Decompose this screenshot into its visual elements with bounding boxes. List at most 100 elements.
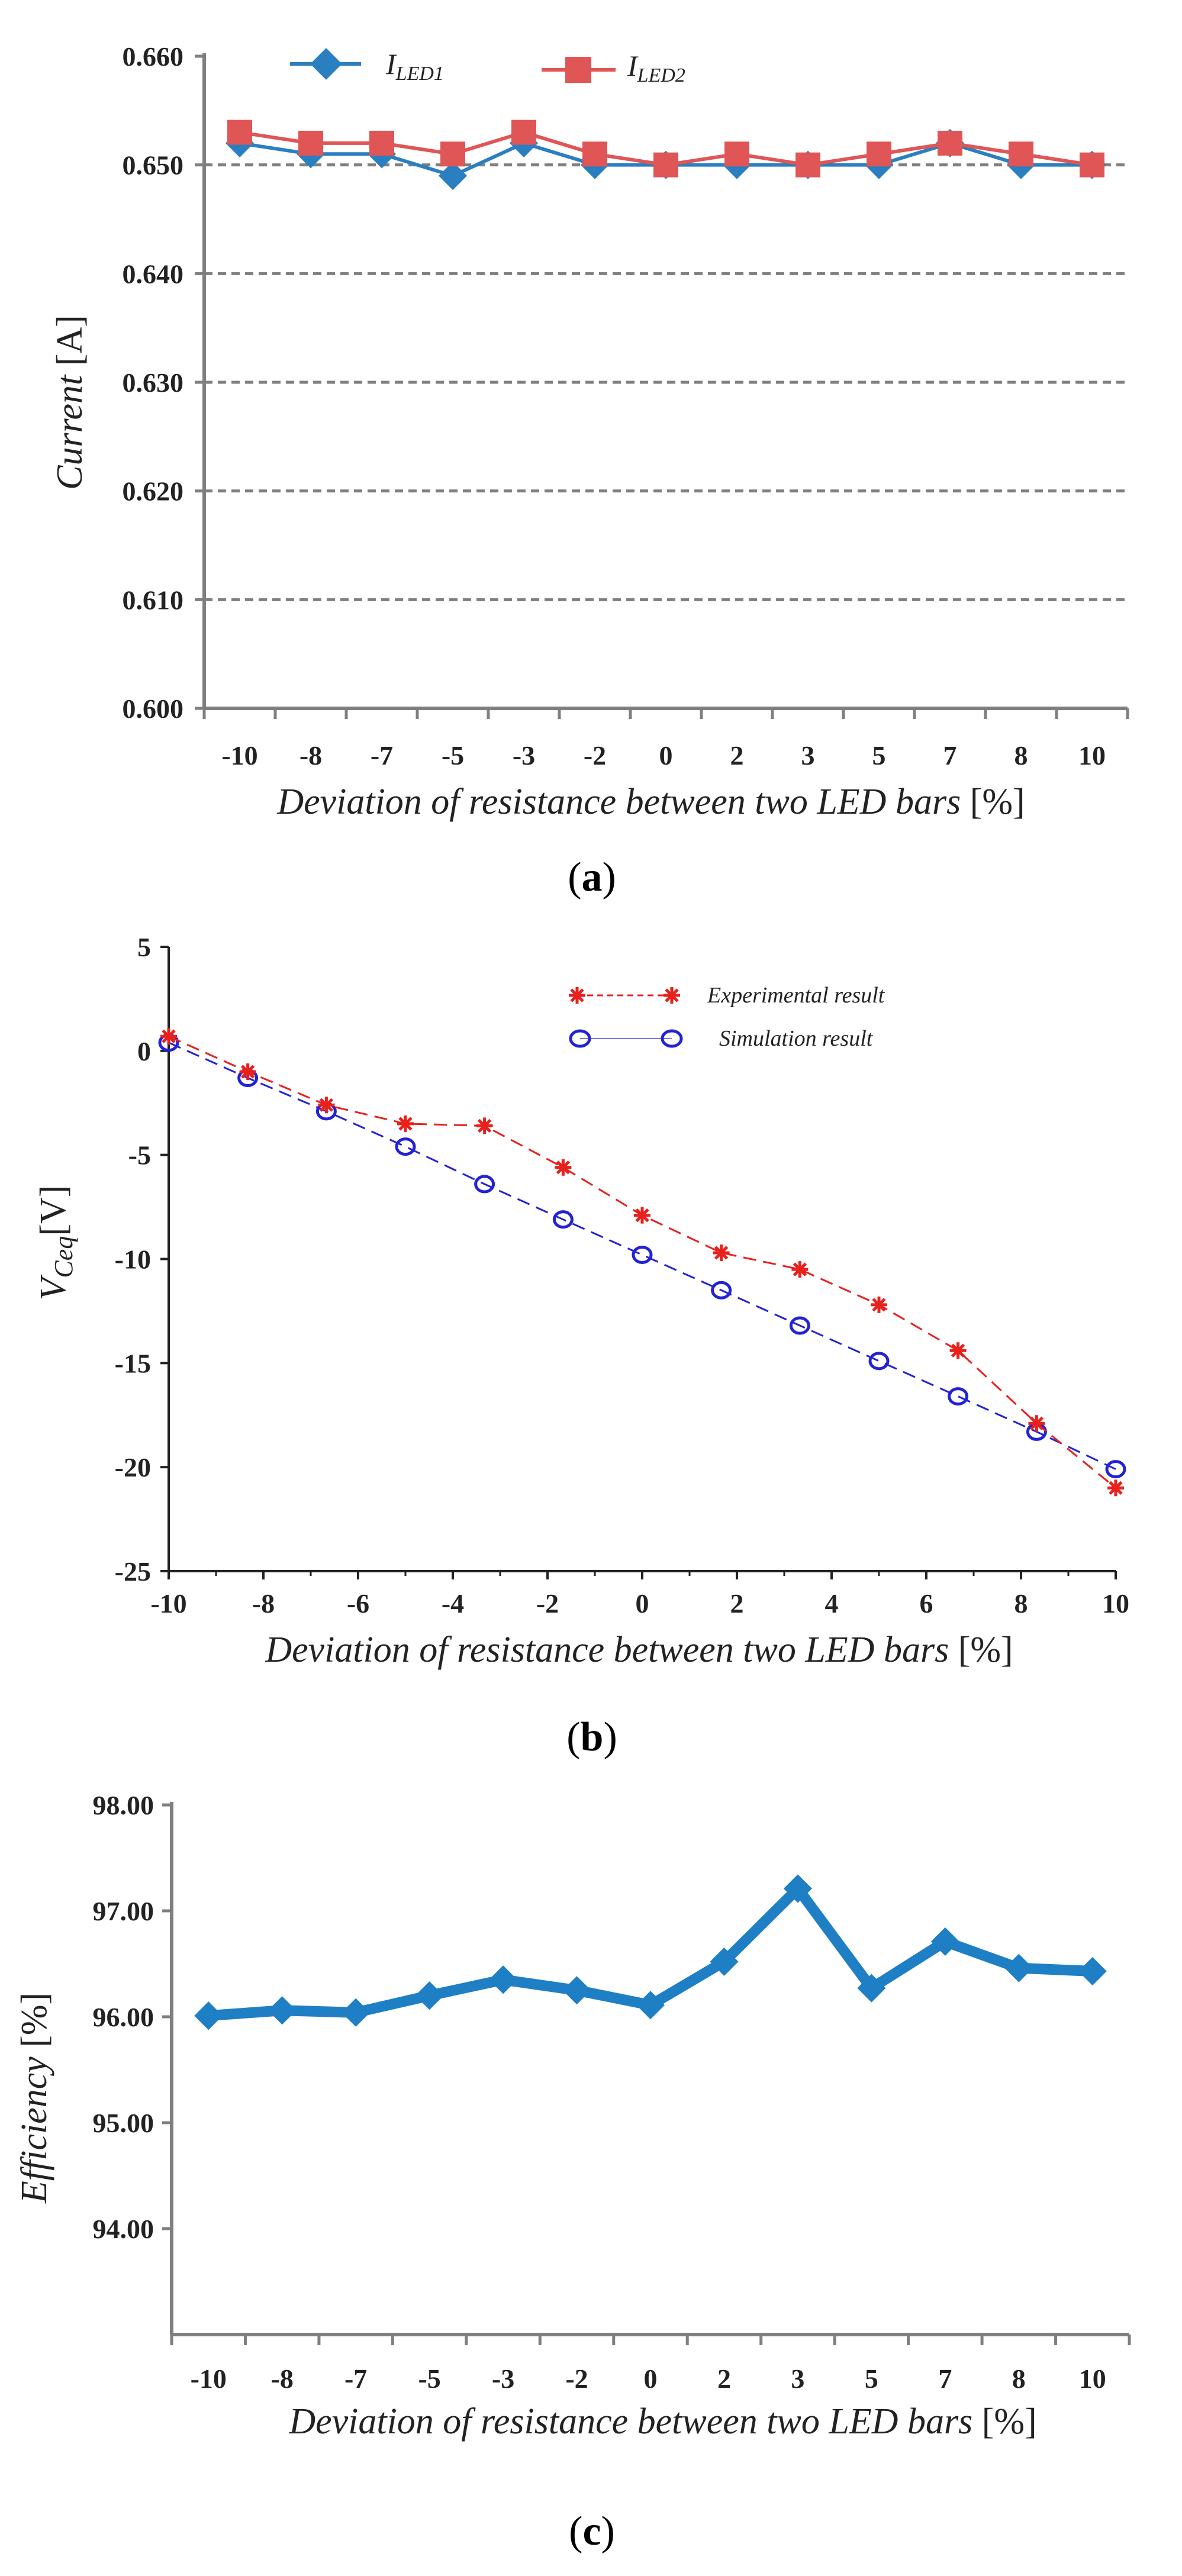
x-tick-label: 10 — [1078, 740, 1106, 770]
x-tick-label: -2 — [536, 1588, 559, 1619]
data-point-simulation — [395, 1137, 416, 1156]
y-tick-label: 0 — [137, 1036, 151, 1066]
x-tick-label: 0 — [644, 2364, 658, 2394]
x-tick-labels: -10 -8 -7 -5 -3 -2 0 2 3 5 7 8 10 — [221, 740, 1106, 770]
data-point-experimental — [634, 1207, 650, 1224]
x-tick-label: 7 — [938, 2364, 952, 2394]
x-tick-label: -5 — [442, 740, 464, 770]
chart-panel-c: 94.00 95.00 96.00 97.00 98.00 -10 -8 -7 -5 -3 -2 0… — [14, 1790, 1131, 2554]
legend-marker-simulation — [569, 1029, 591, 1048]
y-tick-labels: -25 -20 -15 -10 -5 0 5 — [115, 932, 151, 1587]
data-point-experimental-stroke — [398, 1117, 413, 1131]
x-tick-label: -2 — [584, 740, 606, 770]
x-axis-title: Deviation of resistance between two LED … — [288, 2401, 1036, 2442]
data-point-led2 — [938, 130, 962, 156]
data-point-efficiency — [1078, 1956, 1107, 1986]
y-tick-label: 0.610 — [123, 585, 184, 615]
y-axis-title: Current [A] — [50, 315, 90, 490]
caption-c: (c) — [569, 2509, 615, 2554]
data-point-simulation — [632, 1245, 653, 1264]
data-point-simulation — [789, 1316, 810, 1335]
data-point-experimental — [160, 1028, 177, 1045]
grid-lines — [204, 163, 1128, 601]
data-point-experimental-stroke — [714, 1246, 729, 1260]
data-point-led2 — [298, 130, 323, 156]
x-tick-label: 5 — [865, 2364, 878, 2394]
data-point-experimental-stroke — [1109, 1481, 1123, 1495]
y-tick-label: -15 — [115, 1348, 151, 1378]
x-tick-label: -7 — [344, 2364, 367, 2394]
legend-marker-stroke-stroke — [665, 988, 679, 1002]
data-point-led2 — [867, 141, 891, 167]
data-point-led2 — [582, 141, 607, 167]
series-line-simulation — [168, 1042, 1116, 1471]
x-tick-label: 10 — [1079, 2364, 1106, 2394]
data-point-led2 — [1009, 141, 1033, 167]
data-point-led2 — [795, 152, 820, 178]
caption-b: (b) — [566, 1714, 617, 1760]
x-tick-label: 7 — [943, 740, 957, 770]
x-tick-label: -6 — [347, 1588, 369, 1619]
data-point-experimental — [1107, 1479, 1124, 1497]
axes — [162, 1802, 1131, 2345]
x-tick-label: 0 — [636, 1588, 649, 1619]
y-axis-title: VCeq[V] — [33, 1185, 78, 1301]
data-point-simulation — [948, 1387, 969, 1406]
x-tick-label: -8 — [252, 1588, 275, 1619]
y-tick-label: 94.00 — [93, 2214, 154, 2244]
data-point-experimental — [239, 1063, 256, 1080]
y-axis-title: Efficiency [%] — [14, 1993, 54, 2204]
x-tick-label: 3 — [791, 2364, 804, 2394]
series-group — [225, 120, 1107, 191]
data-point-experimental — [555, 1159, 572, 1176]
data-point-efficiency — [489, 1965, 518, 1994]
data-point-efficiency — [636, 1991, 665, 2020]
axes — [195, 53, 1129, 719]
data-point-efficiency — [1004, 1953, 1033, 1982]
data-point-experimental — [476, 1117, 493, 1134]
data-point-experimental — [713, 1244, 730, 1261]
x-tick-label: -8 — [299, 740, 322, 770]
x-tick-label: -10 — [191, 2364, 227, 2394]
y-tick-label: -10 — [115, 1245, 151, 1275]
data-point-experimental-stroke — [872, 1298, 886, 1312]
legend-label-simulation: Simulation result — [719, 1026, 874, 1051]
legend-marker-stroke-stroke — [570, 988, 584, 1002]
data-point-simulation — [474, 1175, 495, 1194]
series-group — [158, 1028, 1126, 1497]
data-point-simulation — [1105, 1460, 1126, 1479]
x-tick-label: 4 — [825, 1588, 839, 1619]
data-point-experimental — [1028, 1415, 1045, 1432]
legend-marker-led2 — [565, 57, 591, 83]
legend: Experimental result Simulation result — [569, 983, 885, 1051]
y-tick-label: -5 — [128, 1140, 151, 1171]
chart-panel-b: -25-20-15-10-505 -10 -8 -6 -4 -2 0 2 4 6 8 10 Expe… — [33, 932, 1129, 1760]
legend-marker-experimental — [569, 987, 585, 1004]
x-axis-title: Deviation of resistance between two LED … — [265, 1630, 1013, 1670]
data-point-experimental-stroke — [635, 1208, 649, 1223]
data-point-efficiency — [194, 2001, 223, 2030]
x-tick-label: 2 — [730, 1588, 744, 1619]
data-point-simulation — [868, 1352, 890, 1371]
x-tick-label: -10 — [150, 1588, 186, 1619]
data-point-led1 — [438, 161, 468, 191]
legend-label-led1: ILED1 — [385, 47, 444, 85]
legend-marker-led1 — [310, 48, 342, 80]
data-point-led2 — [369, 130, 394, 156]
y-tick-label: 0.620 — [123, 476, 184, 507]
data-point-efficiency — [857, 1974, 886, 2003]
legend-label-experimental: Experimental result — [707, 983, 885, 1008]
data-point-led2 — [227, 120, 252, 145]
y-tick-label: 97.00 — [93, 1896, 154, 1926]
data-point-led2 — [724, 141, 749, 167]
data-point-efficiency — [710, 1947, 739, 1976]
y-tick-label: 96.00 — [93, 2002, 154, 2032]
x-tick-label: 8 — [1014, 740, 1028, 770]
y-axis-title-sub: Ceq — [49, 1236, 78, 1278]
data-point-experimental-stroke — [319, 1098, 334, 1112]
data-point-experimental-stroke — [1029, 1416, 1044, 1430]
data-point-experimental — [318, 1097, 335, 1114]
data-point-led2 — [1080, 152, 1104, 178]
